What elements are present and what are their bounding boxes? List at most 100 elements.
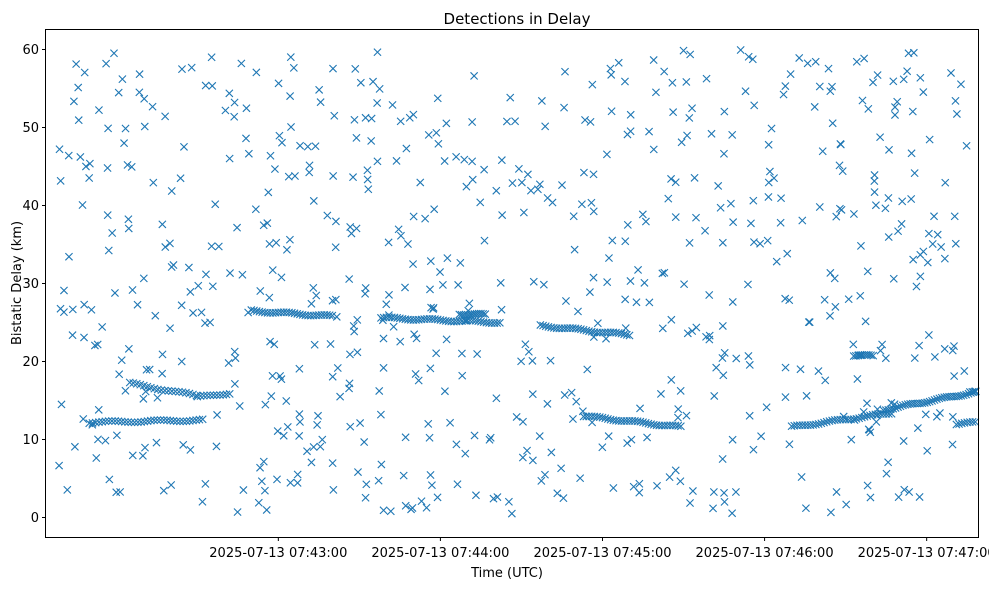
y-axis-ticks: 0 10 20 30 40 50 60 — [22, 43, 46, 526]
data-point-marker — [683, 131, 692, 140]
data-point-marker — [68, 305, 77, 314]
data-point-marker — [932, 395, 941, 404]
data-point-marker — [951, 239, 960, 248]
data-point-marker — [857, 351, 866, 360]
data-point-marker — [890, 400, 899, 409]
data-point-marker — [915, 492, 924, 501]
data-point-marker — [221, 106, 230, 115]
data-point-marker — [167, 187, 176, 195]
data-point-marker — [259, 457, 268, 466]
data-point-marker — [331, 217, 340, 226]
data-point-marker — [950, 212, 959, 221]
data-point-marker — [102, 59, 111, 68]
data-point-marker — [589, 273, 598, 282]
data-point-marker — [826, 87, 835, 96]
data-point-marker — [149, 178, 158, 187]
y-tick-label: 40 — [22, 199, 39, 214]
data-point-marker — [59, 286, 68, 295]
data-point-marker — [826, 268, 835, 277]
data-point-marker — [310, 340, 319, 349]
y-tick-label: 10 — [22, 433, 39, 448]
data-point-marker — [256, 463, 265, 472]
data-point-marker — [314, 411, 323, 420]
data-point-marker — [289, 63, 298, 72]
data-point-marker — [570, 245, 579, 254]
data-point-marker — [870, 177, 879, 186]
data-point-marker — [910, 354, 919, 363]
data-point-marker — [876, 346, 885, 355]
data-point-marker — [164, 386, 173, 395]
data-point-marker — [307, 299, 316, 308]
data-point-marker — [873, 71, 882, 80]
data-point-marker — [645, 127, 654, 136]
data-point-marker — [80, 333, 89, 342]
data-point-marker — [710, 391, 719, 400]
data-point-marker — [110, 49, 118, 58]
data-point-marker — [772, 257, 781, 266]
data-point-marker — [153, 393, 162, 402]
data-point-marker — [410, 330, 419, 339]
data-point-marker — [665, 473, 674, 482]
data-point-marker — [589, 170, 598, 179]
data-point-marker — [461, 449, 470, 458]
data-point-marker — [589, 333, 598, 342]
y-tick-label: 30 — [22, 277, 39, 292]
data-point-marker — [161, 243, 170, 252]
data-point-marker — [425, 433, 434, 442]
data-point-marker — [177, 65, 186, 74]
data-point-marker — [948, 412, 957, 421]
data-point-marker — [470, 431, 479, 440]
data-point-marker — [388, 100, 397, 109]
data-point-marker — [363, 166, 372, 175]
data-point-marker — [855, 414, 864, 423]
data-point-marker — [561, 297, 570, 306]
data-point-marker — [72, 60, 81, 69]
data-point-marker — [957, 391, 966, 400]
data-point-marker — [881, 204, 890, 213]
data-point-marker — [244, 149, 253, 158]
data-point-marker — [115, 370, 124, 379]
data-point-marker — [626, 110, 635, 119]
data-point-marker — [749, 196, 758, 205]
data-point-marker — [401, 501, 410, 510]
data-point-marker — [811, 57, 820, 66]
data-point-marker — [884, 233, 893, 242]
data-point-marker — [899, 437, 908, 446]
data-point-marker — [620, 77, 629, 86]
data-point-marker — [548, 198, 557, 207]
data-point-marker — [844, 295, 853, 304]
data-point-marker — [161, 112, 170, 121]
data-point-marker — [801, 504, 810, 513]
data-point-marker — [685, 238, 694, 247]
data-point-marker — [925, 397, 934, 406]
data-point-marker — [74, 116, 83, 125]
data-point-marker — [705, 335, 714, 344]
data-point-marker — [579, 168, 588, 177]
data-point-marker — [930, 212, 939, 221]
data-point-marker — [762, 403, 771, 412]
data-point-marker — [456, 258, 465, 267]
data-point-marker — [718, 455, 727, 464]
data-point-marker — [971, 417, 980, 426]
data-point-marker — [124, 224, 133, 233]
data-point-marker — [786, 70, 795, 79]
data-point-marker — [745, 411, 754, 420]
data-point-marker — [858, 96, 867, 105]
data-point-marker — [867, 351, 876, 360]
data-point-marker — [367, 136, 376, 145]
data-point-marker — [529, 277, 538, 286]
data-point-marker — [817, 419, 826, 428]
data-point-marker — [460, 155, 469, 164]
data-point-marker — [959, 391, 968, 400]
data-point-marker — [736, 46, 745, 55]
data-point-marker — [621, 324, 630, 333]
plot-area: 2025-07-13 07:43:00 2025-07-13 07:44:00 20… — [22, 29, 989, 561]
x-axis-label: Time (UTC) — [470, 566, 543, 581]
data-point-marker — [93, 340, 102, 349]
data-point-marker — [268, 371, 277, 380]
data-point-marker — [960, 367, 969, 376]
data-point-marker — [623, 439, 632, 448]
data-point-marker — [377, 460, 386, 469]
y-tick-label: 60 — [22, 43, 39, 58]
